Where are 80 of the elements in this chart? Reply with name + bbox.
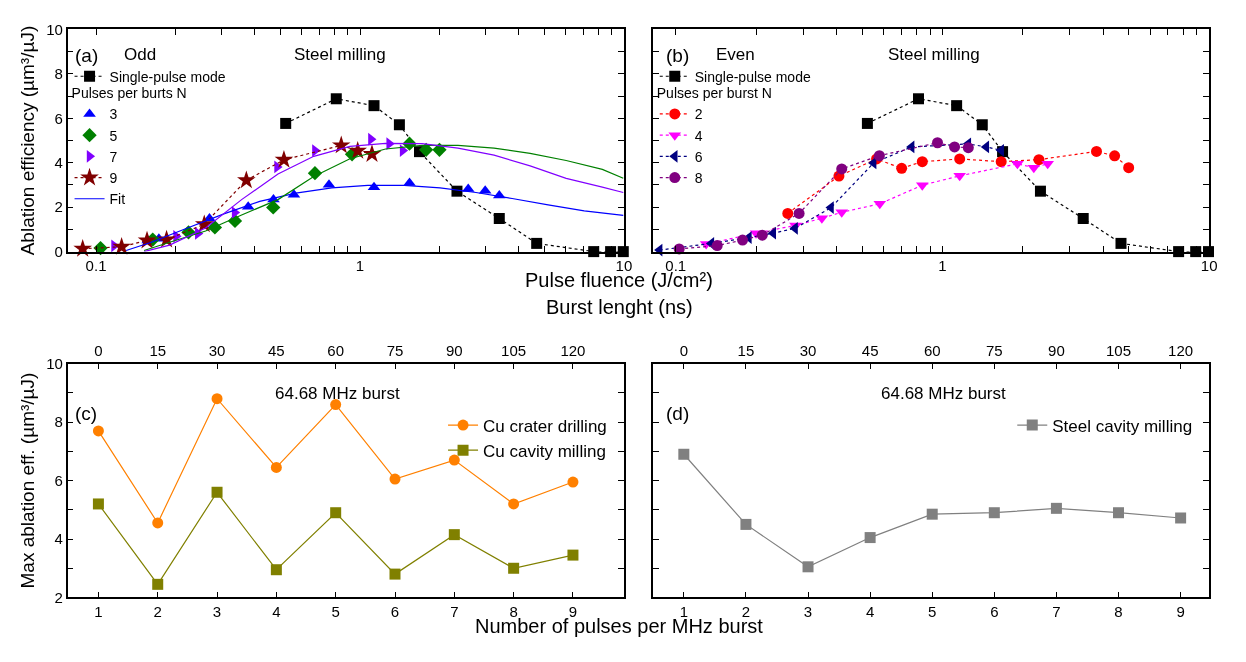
legend-label: 2 [694,106,703,123]
legend-title: Pulses per burts N [71,85,187,102]
x-tick-label: 1 [94,603,103,621]
y-tick-label: 8 [54,65,63,83]
x-tick-label: 7 [450,603,459,621]
y-tick-label: 4 [54,154,63,171]
x-tick-label: 1 [355,257,365,275]
x-tick-label: 4 [865,603,875,621]
x2-tick-label: 45 [861,341,879,359]
x2-tick-label: 0 [679,341,688,359]
y-tick-label: 2 [54,198,63,216]
y-axis-title: Max ablation eff. (µm³/µJ) [17,372,39,589]
annotation: (c) [75,403,98,424]
x2-tick-label: 105 [1106,341,1132,359]
legend-label: 8 [694,169,703,186]
annotation: (d) [666,403,690,424]
text: Steel milling [294,45,386,64]
y-tick-label: 4 [54,530,63,548]
x-tick-label: 9 [568,603,578,621]
x-tick-label: 10 [1200,257,1218,275]
x-tick-label: 10 [615,257,633,275]
y-tick-label: 10 [46,20,63,38]
y-tick-label: 6 [54,471,63,489]
x-tick-label: 6 [990,603,999,621]
y-tick-label: 6 [54,109,63,127]
x-tick-label: 2 [153,603,162,621]
legend-label: Steel cavity milling [1052,416,1193,436]
x2-tick-label: 120 [1168,341,1194,359]
x-tick-label: 9 [1176,603,1185,621]
legend-label: Cu cavity milling [483,441,606,461]
y-tick-label: 0 [54,242,63,260]
y-axis-title: Ablation efficiency (µm³/µJ) [17,25,39,256]
x2-tick-label: 75 [386,341,404,359]
y-tick-label: 8 [54,413,63,431]
x2-tick-label: 90 [1048,341,1065,359]
legend-label: Fit [109,191,126,208]
x2-tick-label: 30 [208,341,226,359]
legend-label: 6 [694,148,703,165]
x2-tick-label: 75 [985,341,1003,359]
x2-tick-label: 15 [149,341,167,359]
annotation: Odd [124,45,157,64]
x2-tick-label: 45 [268,341,285,359]
legend-label: Cu crater drilling [483,416,607,436]
x2-tick-label: 60 [327,341,345,359]
x2-tick-label: 15 [737,341,755,359]
x2-axis-title: Burst lenght (ns) [546,296,693,318]
legend-label: 9 [109,169,118,186]
annotation: Even [716,45,755,64]
x-tick-label: 4 [272,603,281,621]
x-tick-label: 3 [803,603,813,621]
x2-tick-label: 120 [560,341,586,359]
x-tick-label: 8 [1114,603,1123,621]
legend-label: 5 [109,127,118,144]
x2-tick-label: 105 [501,341,527,359]
legend-title: Pulses per burst N [656,85,772,102]
x-tick-label: 6 [390,603,400,621]
legend-label: 4 [694,127,703,144]
text: Steel milling [888,45,980,64]
x-tick-label: 2 [741,603,751,621]
x2-tick-label: 0 [94,341,103,359]
x-tick-label: 1 [938,257,947,275]
legend-label: Single-pulse mode [694,68,811,85]
x-tick-label: 0.1 [85,257,107,275]
legend-label: 3 [109,106,118,123]
text: 64.68 MHz burst [275,384,400,403]
x-tick-label: 8 [509,603,518,621]
annotation: (b) [666,45,690,66]
y-tick-label: 2 [54,588,63,606]
text: 64.68 MHz burst [881,384,1006,403]
x2-tick-label: 90 [445,341,463,359]
y-tick-label: 10 [46,354,63,372]
x-tick-label: 5 [331,603,340,621]
x-tick-label: 3 [212,603,222,621]
x-tick-label: 7 [1052,603,1061,621]
legend-label: Single-pulse mode [109,68,226,85]
x2-tick-label: 60 [923,341,941,359]
x-tick-label: 5 [928,603,937,621]
annotation: (a) [75,45,99,66]
legend-label: 7 [109,148,118,165]
x2-tick-label: 30 [799,341,817,359]
